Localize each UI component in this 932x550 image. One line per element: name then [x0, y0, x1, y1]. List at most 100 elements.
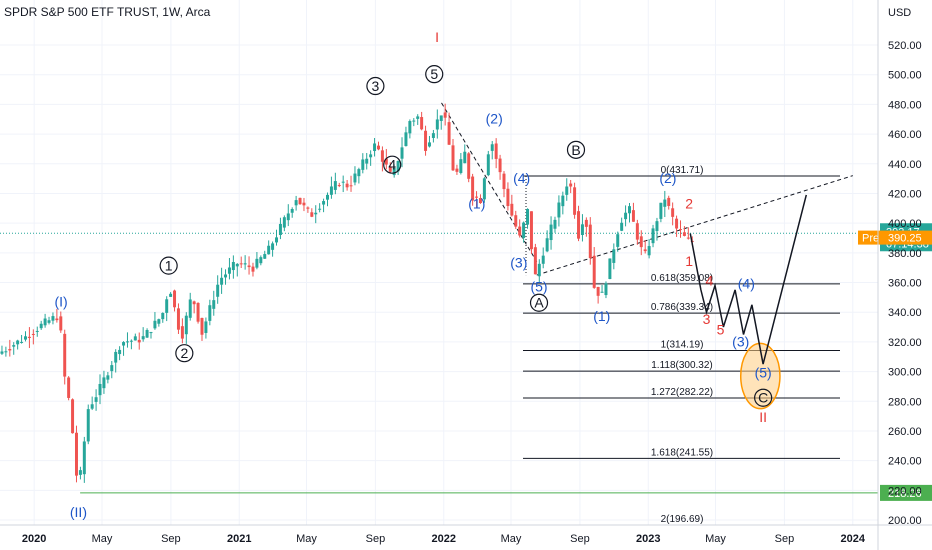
premarket-price-text: 390.25: [888, 233, 922, 245]
candle-body: [63, 333, 67, 377]
candle-body: [188, 299, 192, 318]
candle-body: [647, 246, 651, 256]
y-tick-label: 380.00: [888, 248, 922, 260]
candle-body: [592, 255, 596, 288]
wave-label-circle: [566, 140, 586, 159]
candle-body: [357, 169, 361, 177]
candle-body: [239, 263, 243, 265]
candle-body: [74, 432, 78, 476]
wave-label-circle: [425, 65, 444, 84]
candle-body: [129, 340, 133, 342]
y-tick-label: 220.00: [888, 485, 922, 497]
wave-label: 2: [685, 195, 693, 211]
y-tick-label: 480.00: [888, 99, 922, 111]
candle-body: [471, 176, 475, 201]
wave-label: (I): [54, 293, 67, 309]
candle-body: [596, 286, 600, 296]
candle-body: [133, 336, 137, 341]
candle-body: [573, 187, 577, 215]
x-tick-label: May: [705, 533, 726, 545]
candle-body: [290, 209, 294, 213]
fib-label: 0.786(339.34): [651, 302, 713, 313]
candle-body: [204, 321, 208, 333]
candle-body: [467, 153, 471, 179]
candle-body: [43, 318, 47, 326]
candle-body: [376, 145, 380, 150]
candle-body: [455, 168, 459, 172]
candle-body: [263, 254, 267, 259]
candle-body: [298, 197, 302, 205]
wave-label: (4): [513, 170, 530, 186]
candle-body: [663, 199, 667, 207]
candle-body: [294, 200, 298, 206]
candle-body: [329, 186, 333, 195]
candle-body: [184, 315, 188, 335]
candle-body: [145, 330, 149, 338]
x-tick-label: Sep: [366, 533, 386, 545]
candle-body: [514, 215, 518, 227]
x-tick-label: 2020: [22, 533, 46, 545]
candle-body: [196, 302, 200, 322]
candle-body: [208, 305, 212, 321]
premarket-price-badge: [880, 230, 932, 245]
candle-body: [173, 290, 177, 308]
support-price-text: 218.26: [888, 488, 922, 500]
candle-body: [620, 222, 624, 231]
candle-body: [412, 120, 416, 122]
candle-body: [439, 115, 443, 121]
candle-body: [59, 316, 63, 331]
candle-body: [494, 143, 498, 159]
candle-body: [247, 265, 251, 268]
candle-body: [553, 219, 557, 229]
candle-body: [380, 150, 384, 162]
candle-body: [78, 470, 82, 475]
candle-body: [314, 212, 318, 215]
candle-body: [392, 167, 396, 176]
candle-body: [475, 196, 479, 198]
x-tick-label: Sep: [161, 533, 181, 545]
candle-body: [628, 206, 631, 214]
candle-body: [243, 263, 247, 265]
wave-label-circle: [754, 388, 773, 407]
candle-body: [506, 188, 510, 207]
candle-body: [16, 340, 20, 345]
currency-label: USD: [888, 7, 911, 19]
candle-body: [137, 339, 141, 343]
fib-label: 1.618(241.55): [651, 447, 713, 458]
wave-label: I: [435, 29, 439, 45]
candle-body: [251, 266, 255, 272]
candle-body: [20, 341, 24, 343]
candle-body: [675, 218, 679, 229]
candle-body: [667, 197, 671, 206]
wave-label: (1): [468, 195, 485, 211]
y-tick-label: 300.00: [888, 367, 922, 379]
candle-body: [267, 245, 271, 255]
x-tick-label: May: [92, 533, 113, 545]
candle-body: [31, 333, 35, 335]
candle-body: [337, 185, 341, 187]
y-tick-label: 400.00: [888, 218, 922, 230]
y-tick-label: 340.00: [888, 307, 922, 319]
candle-body: [55, 318, 59, 321]
wave-label: 1: [685, 253, 693, 269]
grid: [0, 0, 878, 525]
y-tick-label: 420.00: [888, 188, 922, 200]
wave-label: B: [571, 142, 580, 158]
wave-label: 5: [717, 321, 725, 337]
candle-body: [424, 130, 428, 151]
candle-body: [384, 158, 388, 165]
wave-label: A: [534, 295, 544, 311]
candle-body: [165, 299, 169, 313]
wave-label: (1): [593, 308, 610, 324]
wave-label: (5): [530, 278, 547, 294]
candle-body: [631, 210, 635, 222]
candle-body: [443, 112, 447, 118]
candle-body: [373, 143, 377, 152]
fib-label: 1(314.19): [661, 339, 704, 350]
wave-labels: (I)(II)12345I(1)(2)(4)(3)(5)AB(1)(2)2143…: [54, 29, 773, 520]
x-tick-label: 2022: [432, 533, 456, 545]
candle-body: [616, 234, 620, 247]
